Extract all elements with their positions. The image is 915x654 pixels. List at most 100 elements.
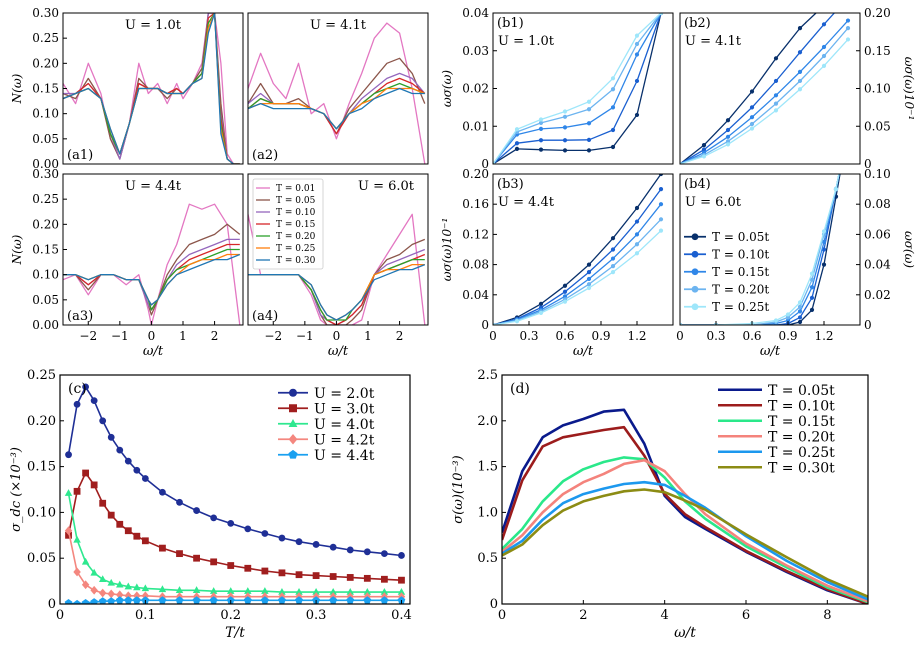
data-point-b4-4-6 (810, 272, 814, 276)
data-point-c-1-22 (364, 575, 371, 582)
ytick-label-b1-2: 0.02 (462, 82, 489, 96)
data-point-b3-4-3 (563, 299, 567, 303)
data-point-b4-3-5 (798, 305, 802, 309)
legend-label-c-3: U = 4.2t (314, 432, 375, 448)
data-point-b1-3-4 (587, 107, 591, 111)
ytick-label-a3-3: 0.15 (32, 243, 59, 257)
xtick-label-b4-1: 0.3 (706, 329, 725, 343)
ylabel-a3: N(ω) (10, 234, 24, 265)
data-point-c-0-0 (65, 451, 72, 458)
data-point-c-0-6 (116, 447, 123, 454)
data-point-b2-3-3 (750, 122, 754, 126)
data-point-b1-2-2 (539, 127, 543, 131)
legend-marker-b4-3 (692, 286, 699, 293)
ylabel-right-b4: ωσ(ω) (902, 231, 915, 268)
legend-marker-c-0 (289, 389, 297, 397)
data-point-c-0-9 (142, 475, 149, 482)
data-point-c-1-7 (125, 527, 132, 534)
data-point-c-3-4 (99, 589, 106, 598)
legend-label-b4-2: T = 0.15t (712, 265, 769, 279)
legend-label-a4-2: T = 0.10 (276, 208, 316, 218)
xtick-label-a3-2: 0 (148, 329, 156, 343)
panel-b3: 0 0.04 0.08 0.12 0.16 0.20 0 0.3 0.6 0.9 1.2 ω/t ωσ(… (440, 167, 673, 359)
ytick-label-b4-1: 0.02 (864, 288, 891, 302)
legend-marker-b4-2 (692, 268, 699, 275)
data-point-b3-1-4 (587, 270, 591, 274)
ytick-label-a3-5: 0.25 (32, 192, 59, 206)
ytick-label-a1-3: 0.15 (32, 82, 59, 96)
ytick-label-b2-4: 0.20 (864, 6, 891, 20)
panel-title-a2: U = 4.1t (310, 18, 367, 33)
data-point-c-1-13 (210, 558, 217, 565)
ytick-label-b3-4: 0.16 (462, 197, 489, 211)
data-point-c-0-3 (91, 397, 98, 404)
xtick-label-b4-2: 0.6 (742, 329, 761, 343)
legend-c: U = 2.0tU = 3.0tU = 4.0tU = 4.2tU = 4.4t (278, 386, 375, 464)
data-point-c-0-15 (244, 525, 251, 532)
data-point-b1-4-3 (563, 109, 567, 113)
data-point-c-0-12 (193, 507, 200, 514)
data-point-b4-4-7 (822, 229, 826, 233)
data-point-b3-3-6 (635, 242, 639, 246)
ytick-label-a1-6: 0.30 (32, 6, 59, 20)
data-point-c-0-22 (364, 548, 371, 555)
xtick-label-c-0: 0 (56, 608, 64, 623)
data-point-b3-4-6 (635, 251, 639, 255)
data-point-b1-4-6 (635, 34, 639, 38)
panel-label-d: (d) (510, 381, 530, 397)
xtick-label-b3-2: 0.6 (555, 329, 574, 343)
xtick-label-a4-4: 2 (396, 329, 404, 343)
legend-label-c-0: U = 2.0t (314, 386, 375, 402)
data-point-c-0-14 (227, 520, 234, 527)
data-point-b1-1-6 (635, 79, 639, 83)
ytick-label-d-4: 2.0 (477, 414, 498, 429)
data-point-b3-4-2 (539, 311, 543, 315)
data-point-b2-0-1 (702, 143, 706, 147)
data-point-b3-2-6 (635, 232, 639, 236)
data-point-b3-1-3 (563, 290, 567, 294)
xtick-label-a4-1: −1 (296, 329, 314, 343)
data-point-b3-0-4 (587, 263, 591, 267)
legend-label-d-1: T = 0.10t (768, 398, 835, 414)
ytick-label-a3-6: 0.30 (32, 167, 59, 181)
data-point-b1-4-4 (587, 100, 591, 104)
data-point-b4-1-6 (810, 296, 814, 300)
ytick-label-b3-3: 0.12 (462, 227, 489, 241)
xtick-label-d-1: 2 (579, 608, 587, 623)
xlabel-b3: ω/t (573, 344, 594, 359)
ytick-label-c-4: 0.20 (27, 414, 56, 429)
data-point-b4-4-5 (798, 300, 802, 304)
ytick-label-c-0: 0 (48, 597, 56, 612)
ytick-label-a3-2: 0.10 (32, 268, 59, 282)
data-point-c-1-15 (244, 565, 251, 572)
legend-label-d-2: T = 0.15t (768, 414, 835, 430)
data-point-b2-2-2 (726, 135, 730, 139)
data-point-c-0-13 (210, 514, 217, 521)
xtick-label-a3-3: 1 (179, 329, 187, 343)
panel-title-b1: U = 1.0t (498, 34, 555, 49)
panel-label-a3: (a3) (67, 309, 93, 324)
data-point-c-4-7 (124, 596, 132, 603)
ytick-label-d-5: 2.5 (477, 368, 498, 383)
ytick-label-b4-3: 0.06 (864, 227, 891, 241)
data-point-c-1-12 (193, 555, 200, 562)
data-point-c-1-9 (142, 537, 149, 544)
legend-label-c-2: U = 4.0t (314, 417, 375, 433)
data-point-b4-3-9 (846, 127, 850, 131)
data-point-c-1-19 (313, 572, 320, 579)
ytick-label-c-3: 0.15 (27, 460, 56, 475)
data-point-b3-0-6 (635, 206, 639, 210)
data-point-c-4-0 (65, 599, 73, 606)
xtick-label-c-3: 0.3 (306, 608, 327, 623)
data-point-c-1-24 (398, 577, 405, 584)
data-point-b1-2-3 (563, 125, 567, 129)
legend-label-a4-3: T = 0.15 (276, 220, 316, 230)
data-point-b3-1-5 (611, 247, 615, 251)
ytick-label-a3-4: 0.20 (32, 217, 59, 231)
legend-label-a4-6: T = 0.30 (276, 256, 316, 266)
ytick-label-b2-3: 0.15 (864, 44, 891, 58)
data-point-b2-2-3 (750, 115, 754, 119)
legend-label-d-0: T = 0.05t (768, 383, 835, 399)
legend-marker-c-1 (289, 404, 297, 412)
panel-c: 00.050.100.150.200.250 0.1 0.2 0.3 0.4T/tσ_d… (9, 368, 412, 641)
